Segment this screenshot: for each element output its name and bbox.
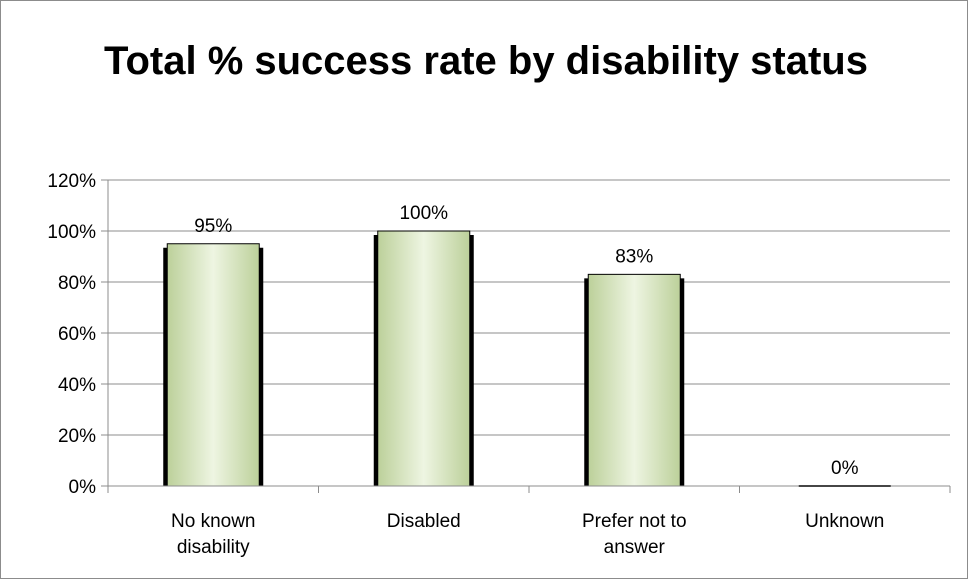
data-label: 0% (831, 458, 859, 479)
x-category-label: Unknown (805, 511, 884, 532)
x-category-label: Disabled (387, 511, 461, 532)
bar (166, 243, 260, 487)
y-tick-label: 80% (58, 273, 96, 294)
y-tick-label: 0% (69, 477, 97, 498)
data-label: 95% (194, 216, 232, 237)
data-label: 83% (615, 246, 653, 267)
bar (377, 230, 471, 487)
bar (587, 273, 681, 487)
y-tick-label: 120% (47, 171, 96, 192)
chart-title: Total % success rate by disability statu… (104, 39, 868, 83)
data-label: 100% (399, 203, 448, 224)
y-tick-label: 60% (58, 324, 96, 345)
x-category-label: answer (604, 537, 666, 558)
y-tick-label: 20% (58, 426, 96, 447)
y-tick-label: 100% (47, 222, 96, 243)
y-tick-label: 40% (58, 375, 96, 396)
x-category-label: No known (171, 511, 256, 532)
x-category-label: disability (177, 537, 250, 558)
x-category-label: Prefer not to (582, 511, 687, 532)
